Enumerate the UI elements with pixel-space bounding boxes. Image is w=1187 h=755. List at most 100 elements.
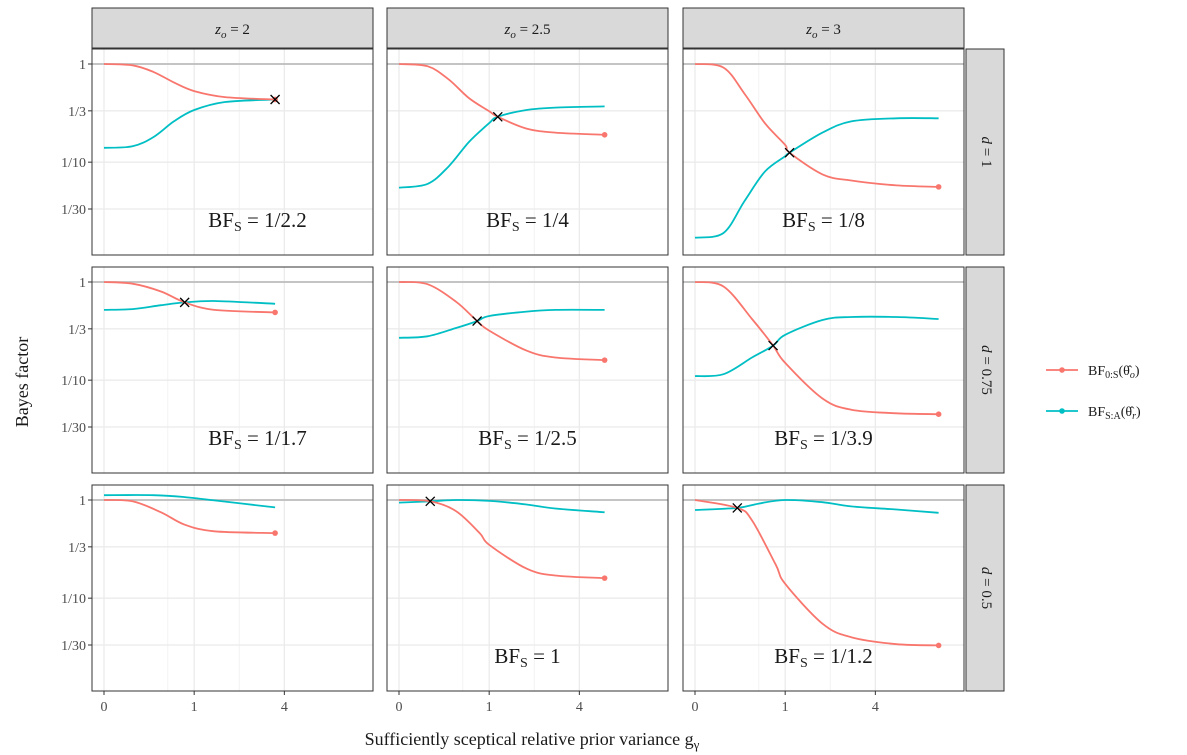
panel-bg <box>683 267 964 473</box>
bfsa-series-line <box>398 308 605 339</box>
crossing-marker <box>472 316 483 327</box>
panel-border <box>682 48 965 256</box>
bf0s-endpoint <box>601 132 608 138</box>
panels-layer: zo = 2 zo = 2.5 zo = 3 d = 1 d = 0.75 d = 0.5… <box>61 7 1005 715</box>
row-strip-2: d = 0.5 <box>965 484 1005 692</box>
bf0s-series-line <box>103 281 276 314</box>
y-tick-label: 1 <box>79 58 86 73</box>
panel-r0-c1: BFS = 1/4 <box>386 48 669 256</box>
bf0s-endpoint <box>935 411 942 418</box>
crossing-marker <box>179 297 190 308</box>
panel-border <box>91 484 374 692</box>
y-tick-label: 1/3 <box>68 541 86 556</box>
row-strip-bg <box>965 484 1005 692</box>
x-tick-label: 4 <box>281 700 288 715</box>
bf0s-series-line <box>398 281 605 361</box>
bfs-annotation: BFS = 1/8 <box>782 208 865 235</box>
panel-r2-c0 <box>91 484 374 692</box>
y-tick-label: 1/3 <box>68 323 86 338</box>
bfsa-series-line <box>694 315 939 378</box>
crossing-marker <box>425 496 436 507</box>
panel-border <box>682 266 965 474</box>
row-strip-0: d = 1 <box>965 48 1005 256</box>
legend-key-dot <box>1059 408 1065 414</box>
legend: BF0:S(θ̂o) BFS:A(θ̂r) <box>1046 364 1141 422</box>
bf0s-endpoint <box>601 357 608 363</box>
bfsa-series-line <box>694 499 939 514</box>
panel-bg <box>683 485 964 691</box>
bf0s-endpoint <box>935 184 942 190</box>
bf0s-series-line <box>103 499 276 534</box>
panel-r2-c2: BFS = 1/1.2 <box>682 484 965 692</box>
bf0s-endpoint <box>272 309 278 316</box>
row-strip-bg <box>965 266 1005 474</box>
x-axis-title: Sufficiently sceptical relative prior va… <box>365 729 700 752</box>
panel-r0-c0: BFS = 1/2.2 <box>91 48 374 256</box>
col-strip-0: zo = 2 <box>91 7 374 49</box>
panel-r0-c2: BFS = 1/8 <box>682 48 965 256</box>
panel-bg <box>92 485 373 691</box>
col-strip-bg <box>386 7 669 49</box>
panel-border <box>91 266 374 474</box>
bf0s-series-line <box>694 63 939 188</box>
y-tick-label: 1/10 <box>61 592 86 607</box>
bfsa-series-line <box>103 300 276 311</box>
bf0s-endpoint <box>272 530 278 536</box>
y-tick-label: 1/10 <box>61 156 86 171</box>
crossing-marker <box>768 340 779 351</box>
bfsa-series-line <box>103 494 276 509</box>
x-tick-label: 0 <box>692 700 699 715</box>
y-tick-label: 1/30 <box>61 639 86 654</box>
col-strip-2: zo = 3 <box>682 7 965 49</box>
y-tick-label: 1 <box>79 494 86 509</box>
panel-border <box>386 48 669 256</box>
y-tick-label: 1/10 <box>61 374 86 389</box>
panel-bg <box>387 485 668 691</box>
y-tick-label: 1/3 <box>68 105 86 120</box>
row-strip-label: d = 1 <box>978 137 994 168</box>
row-strip-label: d = 0.75 <box>978 345 994 395</box>
panel-border <box>386 266 669 474</box>
panel-bg <box>387 49 668 255</box>
bfs-annotation: BFS = 1 <box>494 644 560 671</box>
bf0s-endpoint <box>935 642 942 649</box>
row-strip-bg <box>965 48 1005 256</box>
bfs-annotation: BFS = 1/1.7 <box>208 426 306 453</box>
bf0s-series-line <box>398 63 605 136</box>
panel-r1-c1: BFS = 1/2.5 <box>386 266 669 474</box>
col-strip-1: zo = 2.5 <box>386 7 669 49</box>
row-strip-label: d = 0.5 <box>978 567 994 609</box>
bf0s-series-line <box>103 63 276 101</box>
x-tick-label: 0 <box>396 700 403 715</box>
panel-r2-c1: BFS = 1 <box>386 484 669 692</box>
panel-bg <box>387 267 668 473</box>
legend-key-dot <box>1059 367 1065 373</box>
bf0s-series-line <box>694 281 939 416</box>
panel-bg <box>92 49 373 255</box>
legend-label: BFS:A(θ̂r) <box>1088 405 1141 422</box>
col-strip-bg <box>91 7 374 49</box>
legend-label: BF0:S(θ̂o) <box>1088 364 1140 381</box>
x-tick-label: 1 <box>486 700 493 715</box>
bfs-annotation: BFS = 1/2.2 <box>208 208 306 235</box>
panel-border <box>386 484 669 692</box>
panel-bg <box>683 49 964 255</box>
col-strip-bg <box>682 7 965 49</box>
col-strip-label: zo = 3 <box>805 22 841 41</box>
col-strip-label: zo = 2.5 <box>503 22 550 41</box>
x-tick-label: 1 <box>782 700 789 715</box>
bfs-annotation: BFS = 1/2.5 <box>478 426 576 453</box>
y-tick-label: 1/30 <box>61 421 86 436</box>
x-tick-label: 4 <box>872 700 879 715</box>
row-strip-1: d = 0.75 <box>965 266 1005 474</box>
y-axis-title: Bayes factor <box>12 337 32 427</box>
x-tick-label: 0 <box>101 700 108 715</box>
panel-border <box>682 484 965 692</box>
bf0s-series-line <box>694 499 939 647</box>
panel-border <box>91 48 374 256</box>
panel-r1-c0: BFS = 1/1.7 <box>91 266 374 474</box>
y-tick-label: 1 <box>79 276 86 291</box>
crossing-marker <box>784 147 795 158</box>
legend-item-bfsa: BFS:A(θ̂r) <box>1046 405 1141 422</box>
